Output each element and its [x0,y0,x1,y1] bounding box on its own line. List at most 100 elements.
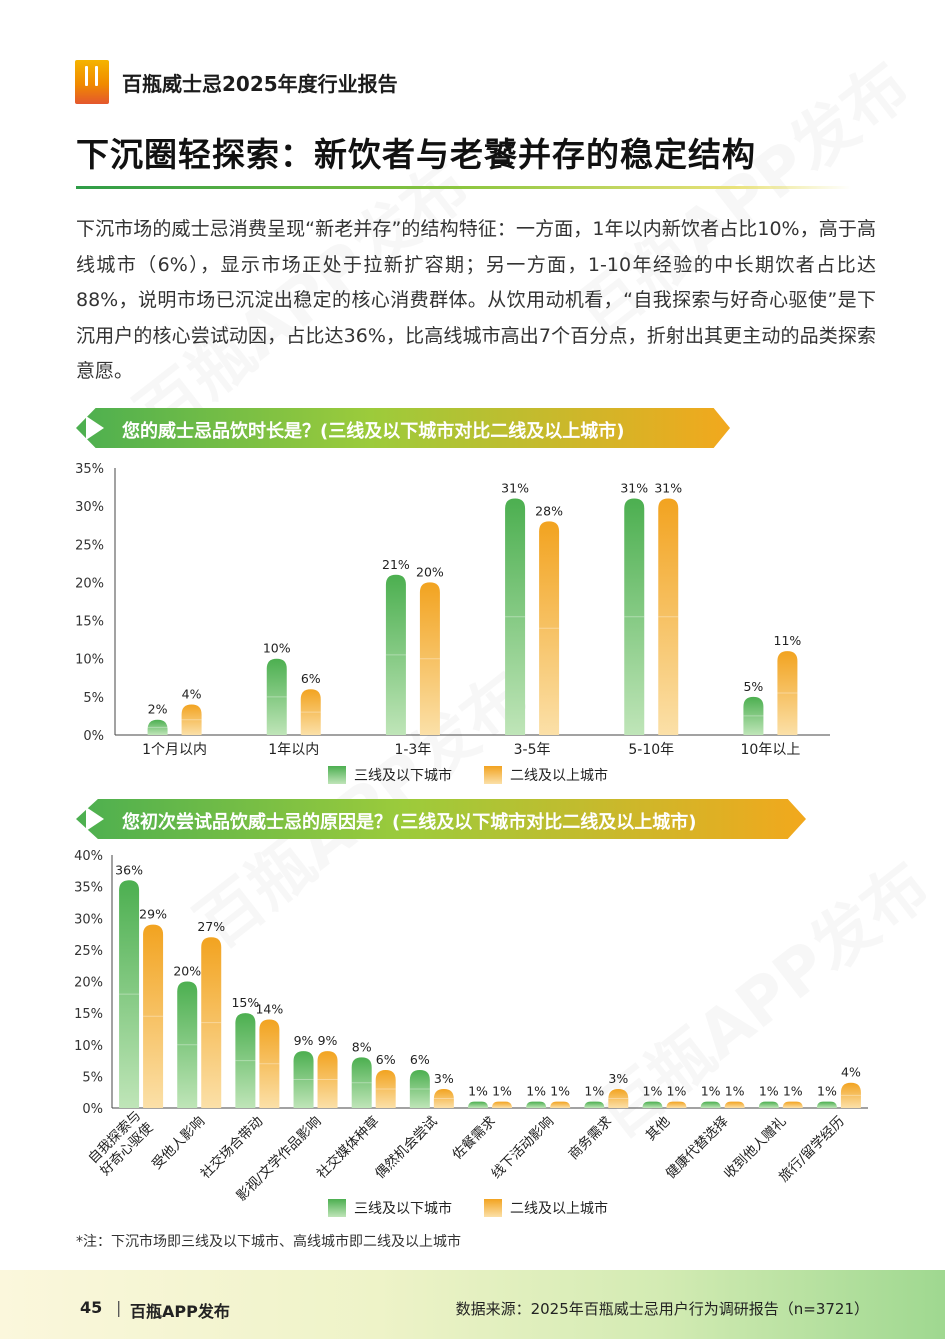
bar-lower-tier [642,1101,663,1108]
data-label: 3% [608,1071,628,1086]
bar-lower-tier [385,574,406,735]
y-tick-label: 0% [83,729,104,744]
legend-swatch-lower-tier [328,1199,346,1217]
bar-lower-tier [700,1101,721,1108]
bar-higher-tier [433,1089,454,1108]
bar-lower-tier [468,1101,488,1108]
y-tick-label: 20% [74,976,103,991]
body-paragraph: 下沉市场的威士忌消费呈现“新老并存”的结构特征：一方面，1年以内新饮者占比10%… [76,218,876,382]
bar-lower-tier [177,981,198,1108]
play-arrow-icon [86,807,104,831]
bar-higher-tier [201,937,222,1108]
bar-higher-tier [840,1082,861,1108]
report-title: 百瓶威士忌2025年度行业报告 [122,72,398,96]
legend-swatch-higher-tier [484,766,502,784]
bar-higher-tier [300,689,321,735]
bar-higher-tier [492,1101,512,1108]
bar-lower-tier [351,1057,372,1108]
data-label: 1% [817,1084,837,1099]
x-category-label: 受他人影响 [149,1114,208,1173]
bar-lower-tier [816,1101,837,1108]
x-category-label: 偶然机会尝试 [371,1112,441,1182]
data-label: 4% [182,686,202,701]
data-label: 28% [535,503,563,518]
bar-lower-tier [505,498,526,735]
y-tick-label: 10% [75,653,104,668]
bar-higher-tier [550,1101,571,1108]
bar-higher-tier [259,1019,280,1108]
y-tick-label: 20% [75,576,104,591]
x-category-label: 3-5年 [514,742,551,758]
chart1-title: 您的威士忌品饮时长是？(三线及以下城市对比二线及以上城市) [122,421,625,442]
bar-lower-tier [293,1051,314,1108]
data-label: 5% [743,679,763,694]
chart2-title: 您初次尝试品饮威士忌的原因是？(三线及以下城市对比二线及以上城市) [122,812,697,833]
chart1-title-banner: 您的威士忌品饮时长是？(三线及以下城市对比二线及以上城市) [76,408,730,448]
data-label: 1% [526,1084,546,1099]
y-tick-label: 5% [83,691,104,706]
data-label: 14% [255,1001,283,1016]
data-label: 10% [263,641,291,656]
x-category-label: 1年以内 [268,742,319,758]
data-label: 6% [376,1052,396,1067]
legend-label-higher-tier: 二线及以上城市 [510,767,608,784]
bar-lower-tier [624,498,645,735]
data-label: 1% [468,1084,488,1099]
chart-usage-duration: 0% 5% 10% 15% 20% 25% 30% 35% 2% 4% 1个月以内 10% 6% 1年以内… [75,462,830,784]
data-label: 3% [434,1071,454,1086]
data-label: 31% [654,481,682,496]
legend-label-lower-tier: 三线及以下城市 [354,767,452,784]
y-tick-label: 5% [82,1070,103,1085]
bar-lower-tier [584,1101,605,1108]
x-category-label: 1-3年 [394,742,431,758]
bar-higher-tier [317,1051,338,1108]
bar-higher-tier [782,1101,803,1108]
data-label: 1% [759,1084,779,1099]
data-label: 27% [197,919,225,934]
legend-label-higher-tier: 二线及以上城市 [510,1200,608,1217]
bar-lower-tier [743,696,764,735]
bar-higher-tier [608,1089,629,1108]
y-tick-label: 25% [75,538,104,553]
legend-swatch-lower-tier [328,766,346,784]
data-label: 8% [352,1039,372,1054]
bar-higher-tier [143,924,164,1108]
data-label: 1% [701,1084,721,1099]
data-label: 4% [841,1065,861,1080]
y-tick-label: 10% [74,1039,103,1054]
legend-label-lower-tier: 三线及以下城市 [354,1200,452,1217]
bar-lower-tier [235,1013,256,1108]
data-label: 2% [148,702,168,717]
bar-higher-tier [375,1070,396,1108]
bar-lower-tier [266,658,287,735]
data-label: 31% [620,481,648,496]
bar-higher-tier [724,1101,745,1108]
data-label: 9% [318,1033,338,1048]
page-number: 45 [80,1298,103,1317]
legend-swatch-higher-tier [484,1199,502,1217]
bar-lower-tier [526,1101,547,1108]
data-label: 6% [301,671,321,686]
play-arrow-icon [86,416,104,440]
data-label: 1% [667,1084,687,1099]
data-label: 21% [382,557,410,572]
data-label: 9% [294,1033,314,1048]
data-label: 1% [783,1084,803,1099]
footnote: *注：下沉市场即三线及以下城市、高线城市即二线及以上城市 [76,1234,461,1250]
y-tick-label: 25% [74,944,103,959]
brand-logo-icon [75,60,109,104]
y-tick-label: 35% [75,462,104,477]
y-tick-label: 15% [75,615,104,630]
page-footer: 45 | 百瓶APP发布 数据来源：2025年百瓶威士忌用户行为调研报告（n=3… [0,1270,945,1339]
data-label: 15% [231,995,259,1010]
data-label: 1% [550,1084,570,1099]
y-tick-label: 35% [74,881,103,896]
y-tick-label: 0% [82,1102,103,1117]
page-heading: 下沉圈轻探索：新饮者与老饕并存的稳定结构 [76,135,756,174]
x-category-label: 其他 [643,1114,673,1144]
x-category-label: 佐餐需求 [449,1113,499,1163]
x-category-label: 商务需求 [566,1113,616,1163]
bar-lower-tier [119,880,140,1108]
y-tick-label: 30% [74,912,103,927]
bar-higher-tier [658,498,679,735]
